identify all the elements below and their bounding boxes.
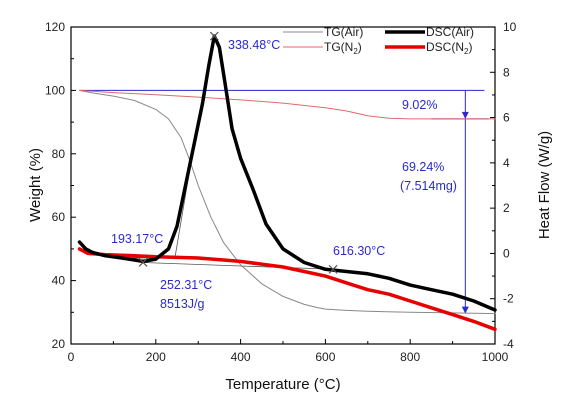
right-tick-label: 2 (503, 201, 510, 215)
left-axis-title: Weight (%) (27, 148, 44, 222)
arrow-head-air-loss (461, 306, 469, 314)
right-tick-label: 4 (503, 156, 510, 170)
series-layer (77, 34, 497, 332)
annotation-mass-loss-n2: 9.02% (402, 98, 437, 112)
left-tick-label: 100 (45, 83, 65, 97)
x-axis-title: Temperature (°C) (225, 376, 340, 393)
left-tick-label: 120 (45, 20, 65, 34)
guide-lines (79, 89, 489, 314)
right-tick-label: 0 (503, 246, 510, 260)
data-marker-x (209, 31, 219, 41)
x-tick-label: 0 (68, 350, 75, 364)
annotations: 338.48°C 9.02% 69.24% (7.514mg) 193.17°C… (111, 38, 457, 311)
left-tick-label: 20 (52, 337, 66, 351)
legend-label-dsc-n2: DSC(N2) (426, 40, 472, 56)
x-tick-label: 400 (231, 350, 251, 364)
annotation-end-temp: 616.30°C (333, 244, 385, 258)
right-axis-ticks: -4 -2 0 2 4 6 8 10 (490, 20, 517, 351)
x-tick-label: 200 (146, 350, 166, 364)
arrow-head-n2-loss (461, 111, 469, 119)
left-axis-ticks: 20 40 60 80 100 120 (45, 20, 76, 351)
annotation-mass-loss-air: 69.24% (402, 160, 444, 174)
right-axis-title: Heat Flow (W/g) (536, 131, 553, 239)
data-marker-x (328, 264, 338, 274)
legend: TG(Air) DSC(Air) TG(N2) DSC(N2) (283, 25, 474, 56)
right-tick-label: -4 (503, 337, 514, 351)
data-marker-x (138, 258, 148, 267)
left-tick-label: 60 (52, 210, 66, 224)
left-tick-label: 80 (52, 147, 66, 161)
annotation-enthalpy-temp: 252.31°C (160, 278, 212, 292)
legend-label-dsc-air: DSC(Air) (426, 25, 474, 39)
dsc-baseline (143, 262, 334, 270)
x-axis-ticks: 0 200 400 600 800 1000 (68, 339, 509, 364)
left-tick-label: 40 (52, 274, 66, 288)
series-dsc-n2 (77, 247, 497, 332)
right-tick-label: -2 (503, 292, 514, 306)
series-dsc-air (77, 34, 497, 312)
annotation-onset-temp: 193.17°C (111, 232, 163, 246)
x-tick-label: 600 (315, 350, 335, 364)
markers (138, 31, 338, 274)
right-tick-label: 8 (503, 65, 510, 79)
legend-label-tg-n2: TG(N2) (324, 40, 362, 56)
right-tick-label: 10 (503, 20, 517, 34)
x-tick-label: 800 (400, 350, 420, 364)
series-tg-n2 (79, 89, 496, 120)
x-tick-label: 1000 (482, 350, 509, 364)
right-tick-label: 6 (503, 111, 510, 125)
annotation-enthalpy-value: 8513J/g (160, 297, 205, 311)
series-tg-air (79, 89, 496, 315)
annotation-mass-loss-air-mg: (7.514mg) (400, 179, 457, 193)
legend-label-tg-air: TG(Air) (324, 25, 363, 39)
annotation-peak-temp: 338.48°C (228, 38, 280, 52)
